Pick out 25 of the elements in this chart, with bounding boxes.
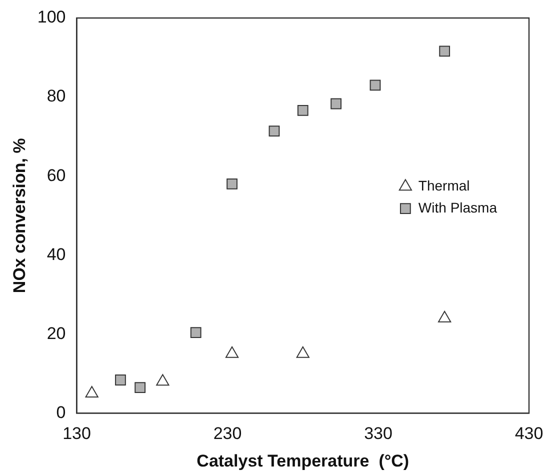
point	[226, 178, 238, 190]
legend-label: With Plasma	[418, 199, 498, 216]
x-tick-label: 330	[364, 424, 392, 444]
point	[85, 386, 98, 398]
y-tick-label: 100	[37, 8, 66, 27]
point	[439, 46, 450, 57]
y-tick-label: 20	[46, 324, 66, 343]
point	[268, 126, 280, 136]
y-tick-label: 40	[46, 244, 66, 264]
y-axis-title: NOx conversion, %	[10, 138, 29, 294]
point	[370, 80, 381, 91]
point	[156, 374, 170, 386]
x-tick-label: 230	[213, 424, 242, 444]
point	[330, 98, 342, 110]
point	[296, 346, 310, 358]
x-tick-label: 430	[514, 424, 544, 444]
point	[225, 346, 239, 358]
legend-label: Thermal	[418, 177, 470, 194]
point	[438, 310, 452, 322]
y-tick-label: 80	[46, 86, 66, 106]
y-tick-label: 0	[56, 402, 66, 422]
x-tick-label: 130	[62, 424, 91, 444]
y-tick-label: 60	[46, 166, 66, 185]
point	[297, 105, 308, 116]
x-axis-title: Catalyst Temperature (°C)	[196, 451, 410, 470]
